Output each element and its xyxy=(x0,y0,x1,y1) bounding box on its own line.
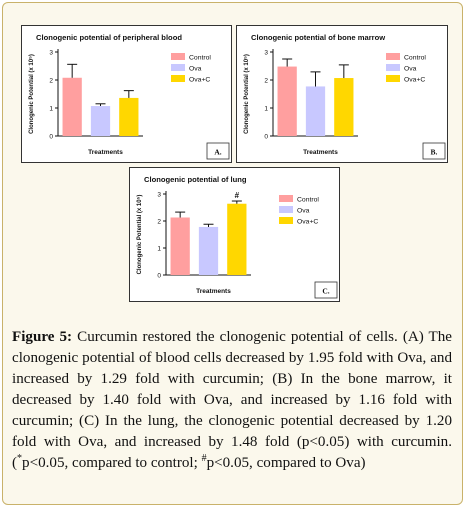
chart-title: Clonogenic potential of peripheral blood xyxy=(36,33,182,42)
legend-swatch xyxy=(386,75,400,82)
bar-ova-c xyxy=(119,97,139,136)
caption-superscript-star: * xyxy=(17,452,23,464)
y-tick-label: 1 xyxy=(157,246,161,253)
chart-panel-bone-marrow: Clonogenic potential of bone marrow Clono… xyxy=(236,25,448,163)
bar-ova xyxy=(198,226,219,275)
y-tick-label: 3 xyxy=(157,192,161,199)
y-tick-label: 1 xyxy=(264,106,268,113)
significance-marker: # xyxy=(235,191,240,200)
y-axis-label: Clonogenic Potential (x 10⁵) xyxy=(137,195,143,275)
bar-ova xyxy=(90,106,111,136)
legend-swatch xyxy=(171,53,185,60)
chart-title: Clonogenic potential of bone marrow xyxy=(251,33,385,42)
chart-svg: Clonogenic potential of lung Clonogenic P… xyxy=(137,175,338,299)
legend-swatch xyxy=(279,195,293,202)
legend-label: Ova xyxy=(297,207,310,214)
chart-svg: Clonogenic potential of peripheral blood… xyxy=(29,33,230,160)
x-axis-label: Treatments xyxy=(88,149,123,156)
caption-text: Curcumin restored the clonogenic potenti… xyxy=(12,329,453,471)
bar-ova xyxy=(305,86,326,136)
legend-label: Ova xyxy=(189,65,202,72)
legend-swatch xyxy=(386,53,400,60)
legend-label: Control xyxy=(189,54,211,61)
panel-label: A. xyxy=(214,148,221,157)
figure-caption: Figure 5: Curcumin restored the clonogen… xyxy=(12,327,452,474)
caption-label: Figure 5: xyxy=(12,329,73,345)
chart-panel-lung: Clonogenic potential of lung Clonogenic P… xyxy=(129,167,340,302)
panel-label: C. xyxy=(322,287,329,296)
legend-label: Ova+C xyxy=(189,76,210,83)
chart-svg: Clonogenic potential of bone marrow Clono… xyxy=(244,33,446,160)
legend-swatch xyxy=(386,64,400,71)
caption-superscript-hash: # xyxy=(201,452,207,464)
legend-swatch xyxy=(279,206,293,213)
legend-swatch xyxy=(171,75,185,82)
legend-label: Ova xyxy=(404,65,417,72)
panel-label: B. xyxy=(431,148,438,157)
legend-label: Control xyxy=(404,54,426,61)
caption-text-2: p<0.05, compared to control; xyxy=(22,455,202,471)
y-axis-label: Clonogenic Potential (x 10⁵) xyxy=(29,54,35,134)
y-tick-label: 2 xyxy=(157,219,161,226)
panel-label-box xyxy=(314,281,338,299)
caption-text-3: p<0.05, compared to Ova) xyxy=(206,455,366,471)
x-axis-label: Treatments xyxy=(196,288,231,295)
legend-swatch xyxy=(279,217,293,224)
legend-label: Ova+C xyxy=(297,218,318,225)
y-tick-label: 2 xyxy=(49,78,53,85)
legend-swatch xyxy=(171,64,185,71)
y-tick-label: 1 xyxy=(49,106,53,113)
bar-control xyxy=(170,217,190,275)
chart-title: Clonogenic potential of lung xyxy=(144,175,247,184)
bar-ova-c xyxy=(227,203,247,275)
legend-label: Control xyxy=(297,196,319,203)
legend-label: Ova+C xyxy=(404,76,425,83)
bar-ova-c xyxy=(334,78,354,136)
y-tick-label: 2 xyxy=(264,78,268,85)
y-tick-label: 3 xyxy=(264,50,268,57)
chart-panel-peripheral-blood: Clonogenic potential of peripheral blood… xyxy=(21,25,232,163)
bar-control xyxy=(62,77,82,136)
y-tick-label: 0 xyxy=(157,273,161,280)
y-axis-label: Clonogenic Potential (x 10⁵) xyxy=(244,54,250,134)
y-tick-label: 3 xyxy=(49,50,53,57)
y-tick-label: 0 xyxy=(264,134,268,141)
y-tick-label: 0 xyxy=(49,134,53,141)
x-axis-label: Treatments xyxy=(303,149,338,156)
bar-control xyxy=(277,66,297,136)
panel-label-box xyxy=(422,142,446,160)
panel-label-box xyxy=(206,142,230,160)
